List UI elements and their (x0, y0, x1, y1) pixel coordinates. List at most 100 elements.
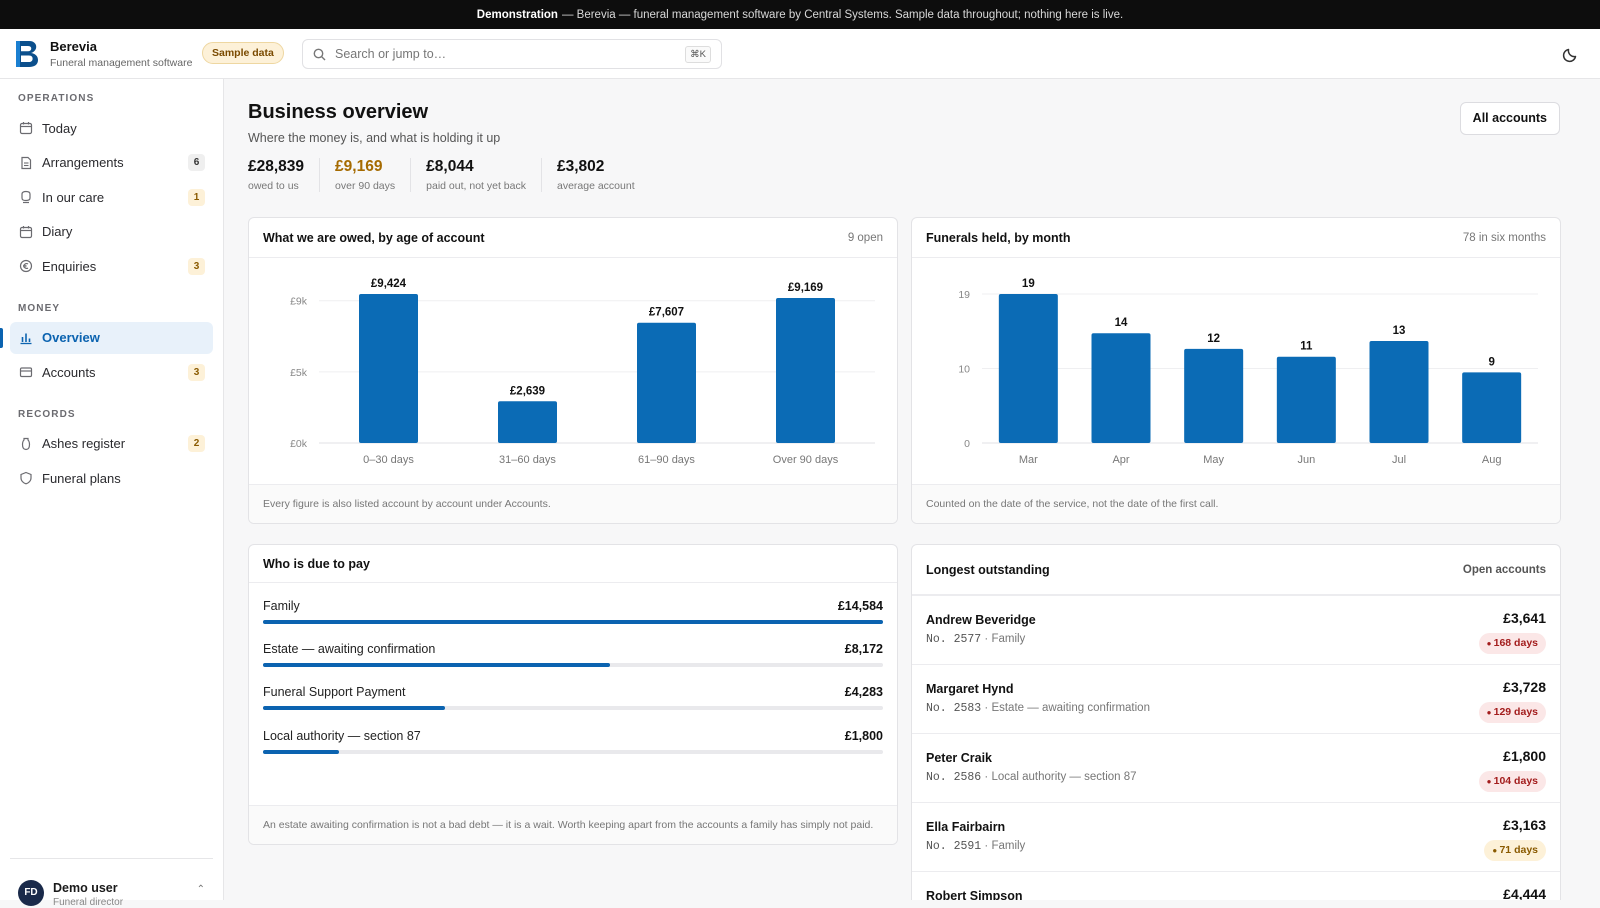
x-tick-label: 31–60 days (499, 454, 556, 466)
calendar-icon (18, 121, 33, 136)
account-row[interactable]: Ella Fairbairn No. 2591 · Family £3,163 … (912, 802, 1560, 871)
payer-amount: £1,800 (844, 729, 883, 743)
all-accounts-button[interactable]: All accounts (1459, 102, 1560, 135)
x-tick-label: Jun (1297, 454, 1315, 466)
account-number: No. 2591 (926, 840, 982, 853)
euro-icon (18, 259, 33, 274)
sidebar-item-label: Accounts (42, 364, 96, 380)
kpi-owed: £28,839 owed to us (248, 158, 319, 192)
payer-label: Local authority — section 87 (263, 729, 421, 743)
y-tick-label: £0k (290, 438, 308, 450)
top-bar: Berevia Funeral management software Samp… (0, 29, 1600, 79)
payer-amount: £4,283 (844, 685, 883, 699)
bar-chart-icon (18, 330, 33, 345)
active-indicator (0, 327, 3, 348)
card-title: Who is due to pay (263, 556, 370, 571)
x-tick-label: Jul (1392, 454, 1406, 466)
bar (1462, 372, 1522, 443)
payer-bar-track (263, 663, 883, 667)
page-subtitle: Where the money is, and what is holding … (248, 131, 501, 145)
search-placeholder: Search or jump to… (335, 47, 447, 61)
x-tick-label: 0–30 days (363, 454, 414, 466)
owed-by-age-card: What we are owed, by age of account 9 op… (248, 217, 898, 524)
sidebar-item-diary[interactable]: Diary (10, 216, 213, 248)
days-outstanding-badge: 71 days (1484, 840, 1546, 861)
payer-bar-fill (263, 706, 446, 710)
sidebar-item-in-our-care[interactable]: In our care 1 (10, 181, 213, 213)
account-ref: No. 2591 · Family (926, 840, 1025, 853)
payer-amount: £14,584 (837, 599, 883, 613)
sidebar-item-accounts[interactable]: Accounts 3 (10, 356, 213, 388)
search-input[interactable]: Search or jump to… ⌘K (302, 39, 722, 69)
banner-text: — Berevia — funeral management software … (561, 8, 1124, 21)
account-ref: No. 2577 · Family (926, 633, 1025, 646)
app-name: Berevia (50, 39, 97, 54)
shield-icon (18, 471, 33, 486)
kpi-average: £3,802 average account (540, 158, 650, 192)
payer-label: Family (263, 599, 300, 613)
account-number: No. 2577 (926, 633, 982, 646)
card-title: Funerals held, by month (926, 230, 1071, 245)
card-icon (18, 365, 33, 380)
kpi-paid-out: £8,044 paid out, not yet back (410, 158, 541, 192)
bar-value-label: £9,169 (788, 282, 823, 294)
user-name: Demo user (53, 881, 118, 895)
kpi-label: owed to us (248, 180, 299, 192)
account-number: No. 2583 (926, 702, 982, 715)
section-label-operations: OPERATIONS (18, 93, 95, 104)
bar (998, 294, 1058, 443)
x-tick-label: Apr (1112, 454, 1129, 466)
account-row[interactable]: Robert Simpson £4,444 (912, 871, 1560, 900)
document-icon (18, 155, 33, 170)
sample-data-badge: Sample data (202, 42, 284, 64)
sidebar-item-arrangements[interactable]: Arrangements 6 (10, 147, 213, 179)
account-amount: £1,800 (1503, 748, 1546, 764)
sidebar-item-label: In our care (42, 189, 105, 205)
account-type: · Local authority — section 87 (984, 771, 1137, 783)
banner-title: Demonstration (476, 8, 558, 21)
kpi-value: £8,044 (426, 158, 474, 175)
bar-value-label: 19 (1022, 278, 1035, 290)
sidebar-item-funeral-plans[interactable]: Funeral plans (10, 462, 213, 494)
bar-value-label: £7,607 (649, 307, 684, 319)
user-role: Funeral director (53, 897, 124, 908)
sidebar-item-label: Diary (42, 224, 73, 239)
berevia-logo-icon[interactable] (14, 40, 40, 68)
urn-icon (18, 436, 33, 451)
account-number: No. 2586 (926, 771, 982, 784)
sidebar-item-ashes-register[interactable]: Ashes register 2 (10, 428, 213, 460)
bar (637, 322, 696, 443)
bar-value-label: £2,639 (510, 385, 545, 397)
longest-outstanding-card: Longest outstanding Open accounts Andrew… (911, 544, 1561, 900)
owed-by-age-chart: £0k £5k £9k £9,424 0–30 days £2,639 31–60 days… (290, 278, 875, 466)
account-type: · Family (984, 840, 1026, 852)
open-accounts-link[interactable]: Open accounts (1462, 563, 1546, 576)
count-badge: 2 (188, 435, 205, 452)
account-amount: £4,444 (1503, 886, 1546, 900)
card-meta: 78 in six months (1462, 231, 1546, 244)
kpi-label: over 90 days (335, 180, 396, 192)
account-row[interactable]: Andrew Beveridge No. 2577 · Family £3,64… (912, 595, 1560, 664)
sidebar-item-today[interactable]: Today (10, 112, 213, 144)
kpi-value: £3,802 (556, 158, 605, 175)
sidebar-item-overview[interactable]: Overview (0, 321, 213, 354)
payer-bar-track (263, 750, 883, 754)
account-row[interactable]: Margaret Hynd No. 2583 · Estate — awaiti… (912, 664, 1560, 733)
account-row[interactable]: Peter Craik No. 2586 · Local authority —… (912, 733, 1560, 802)
moon-icon[interactable] (1562, 45, 1580, 63)
main-content: Business overview Where the money is, an… (224, 79, 1600, 900)
sidebar-item-enquiries[interactable]: Enquiries 3 (10, 250, 213, 282)
account-amount: £3,163 (1503, 817, 1546, 833)
card-title: What we are owed, by age of account (263, 230, 485, 245)
search-icon (313, 48, 326, 60)
count-badge: 1 (188, 188, 205, 206)
card-footer: Counted on the date of the service, not … (912, 484, 1560, 523)
sidebar-item-label: Today (42, 120, 77, 136)
bar-value-label: 13 (1393, 325, 1406, 337)
bar (359, 294, 418, 443)
y-tick-label: £5k (290, 367, 308, 379)
kpi-label: average account (556, 180, 635, 192)
user-menu[interactable]: FD Demo user Funeral director ⌃ (10, 858, 213, 908)
kpi-value: £28,839 (248, 158, 305, 175)
kpi-value: £9,169 (335, 158, 383, 175)
